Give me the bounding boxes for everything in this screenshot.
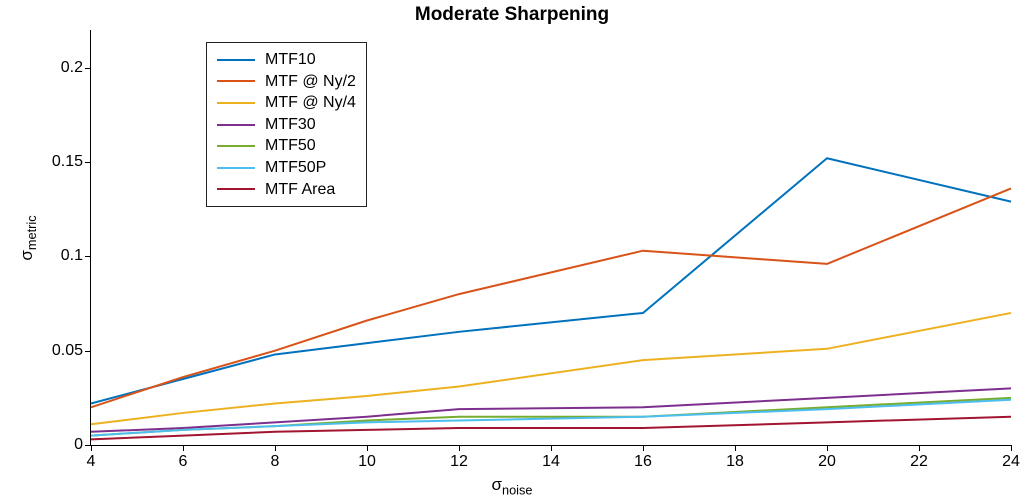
y-tick-label: 0.2: [61, 59, 91, 77]
legend-label: MTF50: [265, 135, 316, 157]
legend-line-icon: [217, 167, 255, 169]
x-tick-label: 14: [542, 445, 560, 471]
legend-line-icon: [217, 145, 255, 147]
x-tick-label: 12: [450, 445, 468, 471]
x-tick-label: 24: [1002, 445, 1020, 471]
legend: MTF10MTF @ Ny/2MTF @ Ny/4MTF30MTF50MTF50…: [206, 42, 367, 207]
plot-area: MTF10MTF @ Ny/2MTF @ Ny/4MTF30MTF50MTF50…: [90, 30, 1011, 446]
legend-label: MTF @ Ny/2: [265, 71, 356, 93]
x-tick-label: 16: [634, 445, 652, 471]
legend-item: MTF10: [217, 49, 356, 71]
chart-container: Moderate Sharpening MTF10MTF @ Ny/2MTF @…: [0, 0, 1024, 503]
x-tick-label: 20: [818, 445, 836, 471]
chart-title: Moderate Sharpening: [0, 4, 1024, 26]
y-tick-label: 0.15: [52, 153, 91, 171]
legend-item: MTF50: [217, 135, 356, 157]
legend-label: MTF50P: [265, 157, 326, 179]
legend-item: MTF Area: [217, 179, 356, 201]
legend-line-icon: [217, 59, 255, 61]
series-line: [91, 398, 1011, 436]
x-axis-label: σnoise: [0, 475, 1024, 497]
legend-line-icon: [217, 188, 255, 190]
x-tick-label: 18: [726, 445, 744, 471]
legend-label: MTF10: [265, 49, 316, 71]
legend-label: MTF30: [265, 114, 316, 136]
legend-item: MTF30: [217, 114, 356, 136]
x-tick-label: 22: [910, 445, 928, 471]
x-tick-label: 8: [271, 445, 280, 471]
x-tick-label: 10: [358, 445, 376, 471]
y-axis-label: σmetric: [17, 215, 39, 260]
y-tick-label: 0.1: [61, 247, 91, 265]
x-tick-label: 6: [179, 445, 188, 471]
legend-label: MTF Area: [265, 179, 335, 201]
series-line: [91, 388, 1011, 431]
legend-line-icon: [217, 124, 255, 126]
legend-item: MTF50P: [217, 157, 356, 179]
legend-item: MTF @ Ny/4: [217, 92, 356, 114]
legend-line-icon: [217, 80, 255, 82]
legend-label: MTF @ Ny/4: [265, 92, 356, 114]
series-line: [91, 188, 1011, 407]
y-tick-label: 0.05: [52, 342, 91, 360]
legend-line-icon: [217, 102, 255, 104]
legend-item: MTF @ Ny/2: [217, 71, 356, 93]
x-tick-label: 4: [87, 445, 96, 471]
